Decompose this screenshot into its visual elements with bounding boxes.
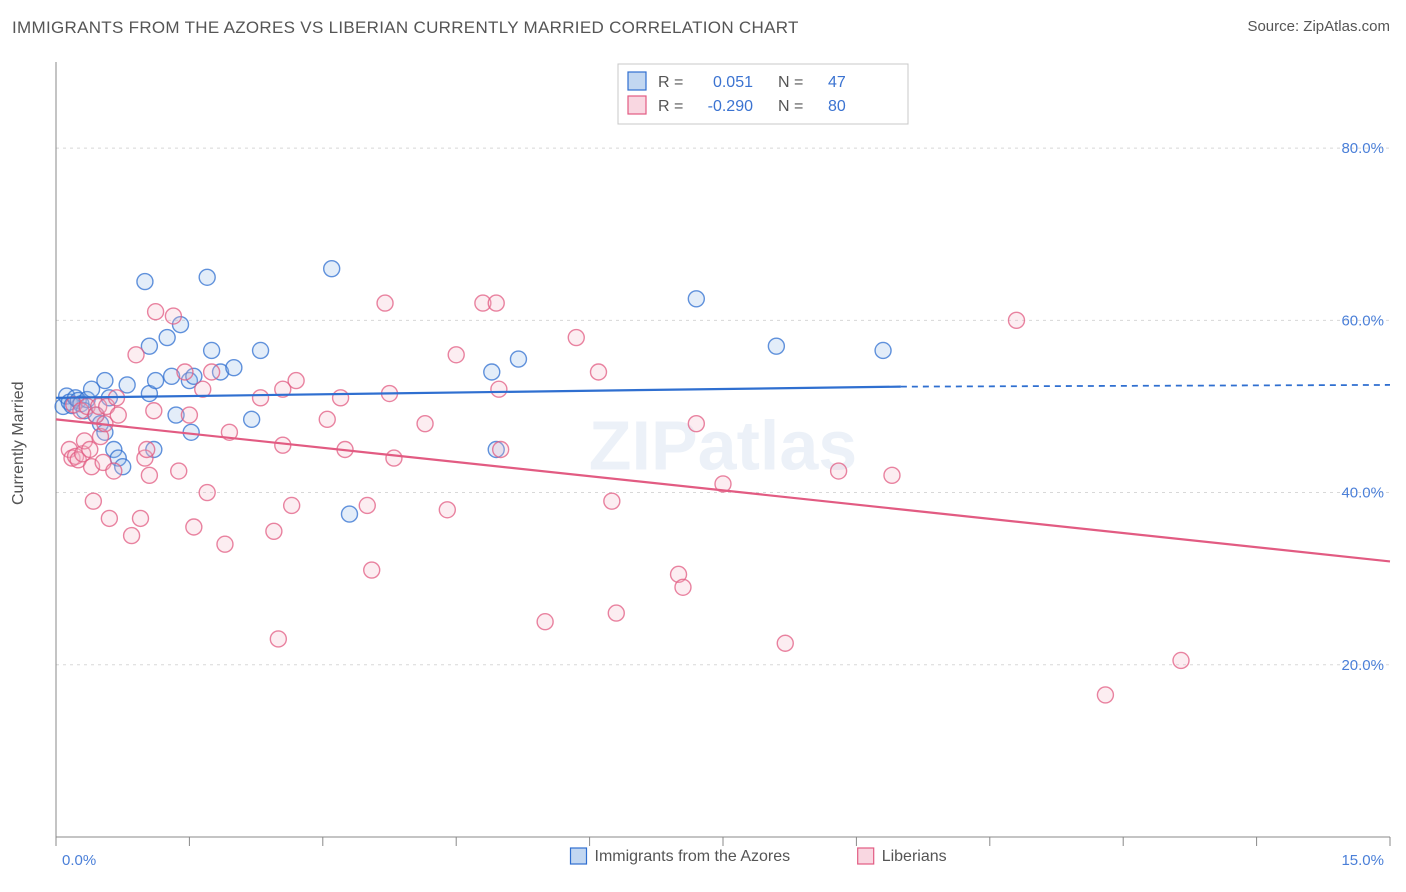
svg-text:-0.290: -0.290 bbox=[708, 98, 753, 115]
svg-text:Liberians: Liberians bbox=[882, 848, 947, 865]
svg-text:80.0%: 80.0% bbox=[1341, 140, 1384, 157]
svg-text:47: 47 bbox=[828, 74, 846, 91]
svg-text:0.051: 0.051 bbox=[713, 74, 753, 91]
svg-text:60.0%: 60.0% bbox=[1341, 312, 1384, 329]
svg-text:0.0%: 0.0% bbox=[62, 852, 96, 869]
svg-text:20.0%: 20.0% bbox=[1341, 657, 1384, 674]
source-attribution: Source: ZipAtlas.com bbox=[1247, 18, 1390, 35]
chart-title: IMMIGRANTS FROM THE AZORES VS LIBERIAN C… bbox=[12, 18, 799, 38]
svg-text:R =: R = bbox=[658, 74, 683, 91]
chart-container: Currently Married ZIPatlas 0.0% 15.0% 20.0%… bbox=[8, 50, 1398, 877]
svg-text:Immigrants from the Azores: Immigrants from the Azores bbox=[595, 848, 791, 865]
svg-text:R =: R = bbox=[658, 98, 683, 115]
svg-text:N =: N = bbox=[778, 98, 803, 115]
svg-text:40.0%: 40.0% bbox=[1341, 485, 1384, 502]
svg-text:80: 80 bbox=[828, 98, 846, 115]
y-axis-label: Currently Married bbox=[10, 381, 28, 505]
svg-text:N =: N = bbox=[778, 74, 803, 91]
svg-text:15.0%: 15.0% bbox=[1341, 852, 1384, 869]
scatter-chart: ZIPatlas 0.0% 15.0% 20.0% 40.0% 60.0% 80.0% R =… bbox=[8, 50, 1398, 877]
svg-text:ZIPatlas: ZIPatlas bbox=[589, 407, 857, 485]
